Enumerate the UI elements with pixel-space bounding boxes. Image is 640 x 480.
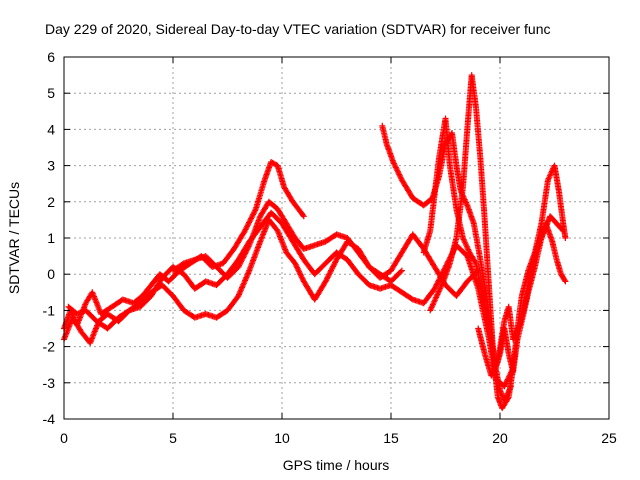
data-point [562,235,569,241]
series-track-h [475,220,569,379]
grid-lines [64,57,609,419]
chart-title: Day 229 of 2020, Sidereal Day-to-day VTE… [45,21,551,37]
y-tick-label: 5 [47,85,55,101]
axis-ticks [63,56,610,420]
data-point [398,267,405,274]
data-point [432,284,439,291]
data-point [248,215,255,222]
data-point [392,163,399,170]
y-tick-label: 6 [47,49,55,65]
y-tick-label: 3 [47,158,55,174]
data-point [300,213,307,220]
x-axis-label: GPS time / hours [283,457,390,473]
x-tick-label: 10 [274,430,290,446]
y-tick-label: 2 [47,194,55,210]
data-point [504,395,511,402]
x-tick-label: 5 [169,430,177,446]
y-tick-label: -4 [43,411,56,427]
y-tick-label: -1 [43,302,56,318]
y-axis-label: SDTVAR / TECUs [6,182,22,294]
x-tick-label: 15 [383,430,399,446]
y-tick-label: 4 [47,121,55,137]
series-track-d [170,198,405,285]
data-point [472,259,479,265]
y-tick-label: -2 [43,339,56,355]
data-point [562,278,569,285]
y-tick-labels: -4 -3 -2 -1 0 1 2 3 4 5 6 [43,49,56,427]
data-point [330,262,337,269]
series-track-c [65,209,517,390]
x-tick-label: 25 [601,430,617,446]
y-tick-label: 1 [47,230,55,246]
data-point [299,212,306,219]
series-track-b [61,216,482,346]
x-tick-label: 0 [60,430,68,446]
data-point [397,268,404,275]
y-tick-label: -3 [43,375,56,391]
x-tick-label: 20 [492,430,508,446]
y-tick-label: 0 [47,266,55,282]
data-point [561,277,568,284]
series-track-a [61,159,307,332]
data-marks [61,72,569,412]
x-tick-labels: 0 5 10 15 20 25 [60,430,617,446]
